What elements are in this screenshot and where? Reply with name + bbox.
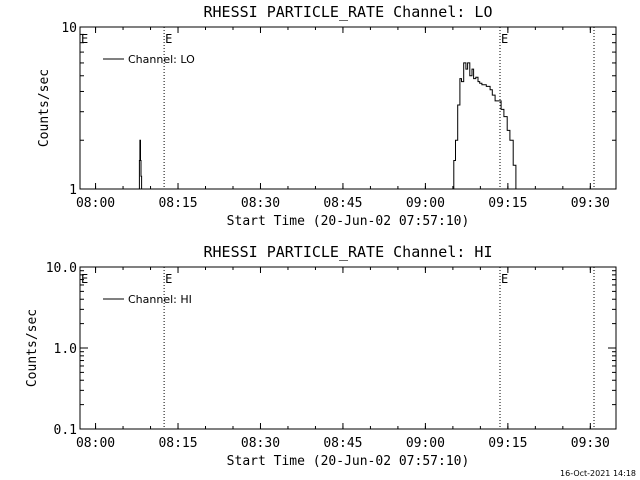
x-tick-label: 08:00 — [76, 196, 115, 211]
event-marker-label: E — [81, 272, 88, 286]
y-tick-label: 10.0 — [46, 261, 77, 276]
y-ticks-lo: 1 10 — [61, 21, 616, 198]
y-tick-label: 1 — [69, 183, 77, 198]
chart-title-hi: RHESSI PARTICLE_RATE Channel: HI — [204, 243, 493, 261]
legend-label-lo: Channel: LO — [128, 53, 195, 66]
event-markers-lo: E EE — [81, 27, 595, 189]
x-tick-label: 08:45 — [323, 196, 362, 211]
x-tick-label: 09:15 — [488, 436, 527, 451]
event-marker-label: E — [165, 32, 172, 46]
x-tick-label: 09:00 — [406, 196, 445, 211]
x-axis-label-hi: Start Time (20-Jun-02 07:57:10) — [227, 454, 470, 469]
series-line — [138, 139, 143, 190]
event-markers-hi: E EE — [81, 267, 595, 429]
y-tick-label: 10 — [61, 21, 77, 36]
x-tick-label: 08:15 — [158, 196, 197, 211]
event-marker-label: E — [165, 272, 172, 286]
x-tick-label: 08:30 — [241, 436, 280, 451]
x-ticks-lo: 08:00 08:15 08:30 08:45 09:00 09:15 09:30 — [76, 27, 610, 211]
x-tick-label: 08:15 — [158, 436, 197, 451]
panel-hi: RHESSI PARTICLE_RATE Channel: HI Counts/… — [25, 243, 617, 469]
y-tick-label: 0.1 — [54, 423, 77, 438]
x-ticks-hi: 08:00 08:15 08:30 08:45 09:00 09:15 09:30 — [76, 267, 610, 451]
x-tick-label: 08:30 — [241, 196, 280, 211]
y-tick-label: 1.0 — [54, 342, 77, 357]
x-axis-label-lo: Start Time (20-Jun-02 07:57:10) — [227, 214, 470, 229]
x-tick-label: 08:00 — [76, 436, 115, 451]
event-marker-label: E — [501, 32, 508, 46]
event-marker-label: E — [501, 272, 508, 286]
y-ticks-hi: 0.1 1.0 10.0 — [46, 261, 616, 438]
event-marker-label: E — [81, 32, 88, 46]
x-tick-label: 08:45 — [323, 436, 362, 451]
chart-title-lo: RHESSI PARTICLE_RATE Channel: LO — [204, 3, 493, 21]
plot-frame-hi — [79, 266, 617, 430]
series-lo — [138, 62, 517, 190]
x-tick-label: 09:30 — [571, 436, 610, 451]
x-tick-label: 09:00 — [406, 436, 445, 451]
panel-lo: RHESSI PARTICLE_RATE Channel: LO Counts/… — [37, 3, 617, 229]
legend-label-hi: Channel: HI — [128, 293, 192, 306]
timestamp-stamp: 16-Oct-2021 14:18 — [560, 469, 636, 478]
series-line — [452, 62, 517, 190]
x-tick-label: 09:15 — [488, 196, 527, 211]
y-axis-label-lo: Counts/sec — [37, 69, 52, 147]
plot-frame-lo — [79, 26, 617, 190]
y-axis-label-hi: Counts/sec — [25, 309, 40, 387]
x-tick-label: 09:30 — [571, 196, 610, 211]
